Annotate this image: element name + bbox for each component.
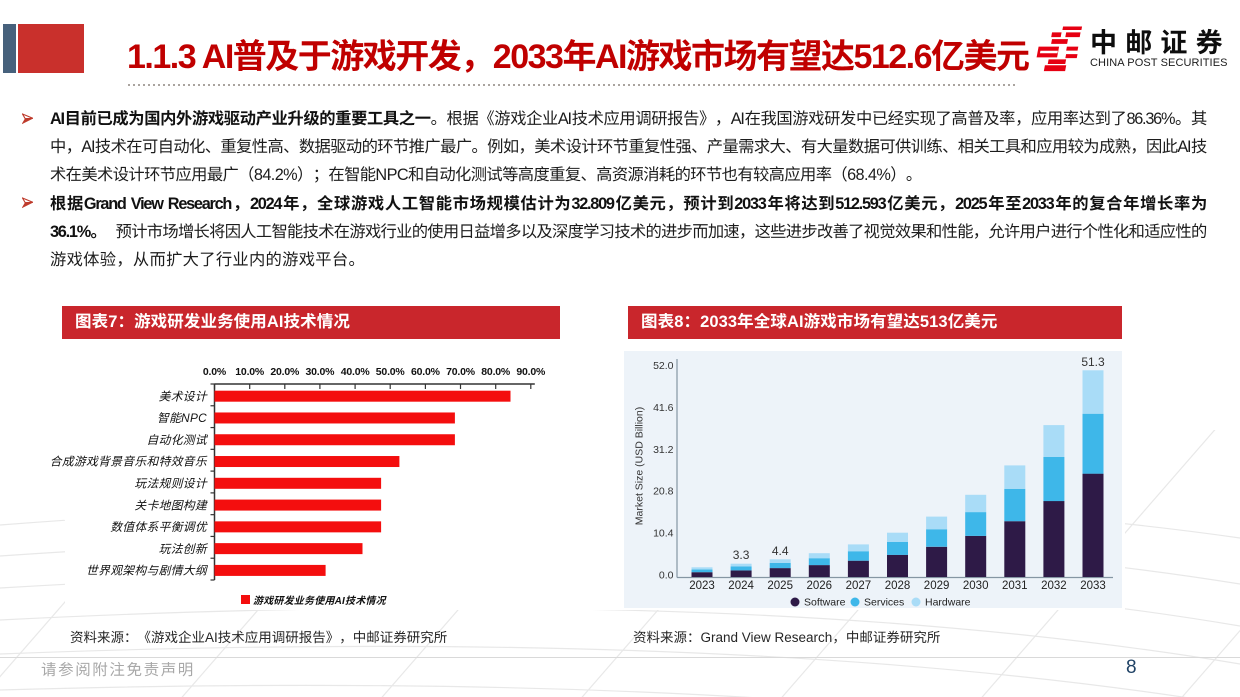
svg-text:游戏研发业务使用AI技术情况: 游戏研发业务使用AI技术情况 bbox=[253, 595, 388, 607]
svg-text:自动化测试: 自动化测试 bbox=[147, 433, 209, 447]
svg-text:2025: 2025 bbox=[767, 580, 793, 592]
svg-text:80.0%: 80.0% bbox=[481, 366, 511, 378]
svg-text:31.2: 31.2 bbox=[653, 444, 674, 456]
svg-text:Software: Software bbox=[804, 597, 846, 609]
svg-text:41.6: 41.6 bbox=[653, 402, 674, 414]
svg-text:30.0%: 30.0% bbox=[306, 366, 336, 378]
svg-text:0.0: 0.0 bbox=[659, 570, 674, 582]
svg-text:51.3: 51.3 bbox=[1081, 355, 1105, 369]
svg-text:90.0%: 90.0% bbox=[516, 366, 546, 378]
svg-text:50.0%: 50.0% bbox=[376, 366, 406, 378]
svg-text:20.8: 20.8 bbox=[653, 486, 674, 498]
svg-text:2031: 2031 bbox=[1002, 580, 1028, 592]
svg-text:世界观架构与剧情大纲: 世界观架构与剧情大纲 bbox=[86, 564, 209, 578]
svg-text:0.0%: 0.0% bbox=[203, 366, 227, 378]
svg-text:Services: Services bbox=[864, 597, 904, 609]
svg-text:52.0: 52.0 bbox=[653, 360, 674, 372]
svg-text:2030: 2030 bbox=[963, 580, 989, 592]
svg-text:2023: 2023 bbox=[689, 580, 715, 592]
svg-text:2026: 2026 bbox=[807, 580, 833, 592]
svg-text:70.0%: 70.0% bbox=[446, 366, 476, 378]
svg-text:2033: 2033 bbox=[1080, 580, 1106, 592]
svg-text:美术设计: 美术设计 bbox=[159, 389, 208, 403]
svg-text:2029: 2029 bbox=[924, 580, 950, 592]
svg-text:3.3: 3.3 bbox=[733, 548, 750, 562]
svg-text:10.4: 10.4 bbox=[653, 528, 674, 540]
svg-text:智能NPC: 智能NPC bbox=[157, 411, 207, 425]
svg-text:关卡地图构建: 关卡地图构建 bbox=[134, 498, 207, 512]
svg-text:Market Size (USD Billion): Market Size (USD Billion) bbox=[634, 407, 646, 525]
svg-text:数值体系平衡调优: 数值体系平衡调优 bbox=[110, 520, 208, 534]
svg-text:4.4: 4.4 bbox=[772, 544, 789, 558]
svg-text:玩法创新: 玩法创新 bbox=[159, 542, 209, 556]
svg-text:2032: 2032 bbox=[1041, 580, 1067, 592]
svg-text:玩法规则设计: 玩法规则设计 bbox=[134, 477, 207, 491]
svg-text:合成游戏背景音乐和特效音乐: 合成游戏背景音乐和特效音乐 bbox=[50, 455, 208, 469]
svg-text:2028: 2028 bbox=[885, 580, 911, 592]
svg-text:10.0%: 10.0% bbox=[235, 366, 265, 378]
svg-text:2027: 2027 bbox=[846, 580, 872, 592]
svg-text:Hardware: Hardware bbox=[925, 597, 971, 609]
svg-text:2024: 2024 bbox=[728, 580, 754, 592]
svg-text:60.0%: 60.0% bbox=[411, 366, 441, 378]
svg-text:20.0%: 20.0% bbox=[270, 366, 300, 378]
svg-text:40.0%: 40.0% bbox=[341, 366, 371, 378]
